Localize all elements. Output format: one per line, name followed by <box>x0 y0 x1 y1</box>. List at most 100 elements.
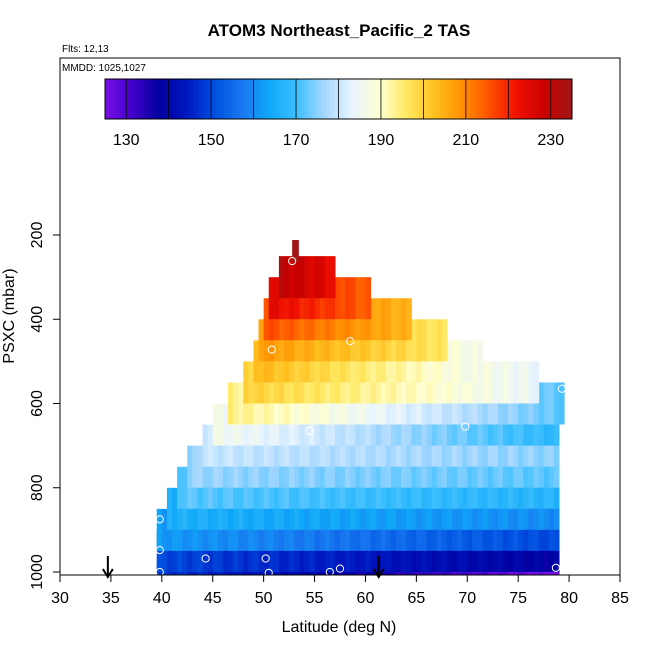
heatmap-cell <box>401 529 407 572</box>
heatmap-cell <box>477 529 484 572</box>
heatmap-cell <box>390 445 397 488</box>
heatmap-cell <box>187 487 193 530</box>
heatmap-cell <box>329 361 336 404</box>
heatmap-cell <box>518 466 524 509</box>
heatmap-cell <box>263 298 270 341</box>
heatmap-cell <box>207 424 214 467</box>
heatmap-cell <box>416 529 423 572</box>
heatmap-cell <box>212 487 219 530</box>
heatmap-cell <box>212 529 219 572</box>
heatmap-cell <box>375 361 382 404</box>
heatmap-cell <box>284 424 290 467</box>
heatmap-cell <box>309 487 316 530</box>
heatmap-cell <box>411 403 417 446</box>
heatmap-cell <box>156 529 163 572</box>
heatmap-cell <box>355 277 361 320</box>
heatmap-cell <box>258 529 265 572</box>
heatmap-cell <box>513 508 519 551</box>
heatmap-cell <box>518 487 524 530</box>
colorbar-segment <box>482 79 488 119</box>
heatmap-cell <box>248 529 255 572</box>
heatmap-cell <box>233 466 239 509</box>
heatmap-cell <box>457 445 463 488</box>
heatmap-cell <box>416 340 423 383</box>
heatmap-cell <box>187 508 193 551</box>
heatmap-cell <box>309 382 316 425</box>
heatmap-cell <box>452 403 458 446</box>
colorbar-segment <box>138 79 144 119</box>
heatmap-cell <box>487 382 494 425</box>
heatmap-cell <box>314 403 321 446</box>
heatmap-cell <box>345 487 351 530</box>
heatmap-cell <box>390 424 397 467</box>
heatmap-cell <box>477 340 484 383</box>
heatmap-cell <box>304 319 311 362</box>
heatmap-cell <box>375 340 382 383</box>
heatmap-cell <box>238 529 244 572</box>
y-tick-label: 800 <box>29 474 46 501</box>
heatmap-cell <box>299 466 305 509</box>
heatmap-cell <box>243 403 249 446</box>
heatmap-cell <box>513 382 519 425</box>
heatmap-cell <box>518 424 524 467</box>
heatmap-cell <box>375 298 382 341</box>
heatmap-cell <box>222 466 229 509</box>
x-tick-label: 35 <box>102 590 120 607</box>
heatmap-cell <box>452 361 458 404</box>
heatmap-cell <box>375 529 382 572</box>
colorbar-tick-label: 150 <box>198 132 225 149</box>
heatmap-cell <box>304 445 311 488</box>
heatmap-cell <box>472 466 479 509</box>
heatmap-cell <box>375 466 382 509</box>
heatmap-cell <box>334 466 341 509</box>
heatmap-cell <box>492 445 499 488</box>
heatmap-cell <box>457 508 463 551</box>
heatmap-cell <box>421 361 428 404</box>
heatmap-cell <box>294 256 300 299</box>
heatmap-cell <box>528 466 535 509</box>
heatmap-cell <box>553 466 560 509</box>
colorbar-segment <box>372 79 378 119</box>
heatmap-cell <box>319 340 326 383</box>
heatmap-cell <box>268 319 275 362</box>
heatmap-cell <box>253 340 260 383</box>
latitude-arrow-head <box>102 568 114 579</box>
heatmap-cell <box>396 361 402 404</box>
heatmap-cell <box>268 487 275 530</box>
heatmap-cell <box>421 340 428 383</box>
heatmap-cell <box>284 340 290 383</box>
heatmap-cell <box>217 508 224 551</box>
heatmap-cell <box>177 487 183 530</box>
heatmap-cell <box>299 529 305 572</box>
colorbar-segment <box>117 79 123 119</box>
heatmap-cell <box>482 403 489 446</box>
colorbar-segment <box>508 79 514 119</box>
heatmap-cell <box>518 445 524 488</box>
heatmap-cell <box>304 403 311 446</box>
heatmap-cell <box>197 487 204 530</box>
heatmap-cell <box>385 361 392 404</box>
heatmap-cell <box>187 466 193 509</box>
colorbar-segment <box>342 79 348 119</box>
heatmap-cell <box>538 529 545 572</box>
heatmap-cell <box>284 508 290 551</box>
sample-points <box>155 257 567 577</box>
heatmap-cell <box>365 445 372 488</box>
heatmap-cell <box>370 361 377 404</box>
heatmap-cell <box>360 298 367 341</box>
heatmap-cell <box>304 361 311 404</box>
heatmap-cell <box>355 424 361 467</box>
colorbar-segment <box>338 79 344 119</box>
heatmap-cell <box>533 529 540 572</box>
heatmap-cell <box>385 529 392 572</box>
heatmap-cell <box>441 508 448 551</box>
heatmap-cell <box>268 424 275 467</box>
latitude-arrow-head <box>372 568 385 579</box>
heatmap-cell <box>513 403 519 446</box>
heatmap-cell <box>314 298 321 341</box>
heatmap-cell <box>543 487 550 530</box>
heatmap-cell <box>329 508 336 551</box>
heatmap-cell <box>248 361 255 404</box>
heatmap-cell <box>436 529 443 572</box>
heatmap-cell <box>502 403 509 446</box>
